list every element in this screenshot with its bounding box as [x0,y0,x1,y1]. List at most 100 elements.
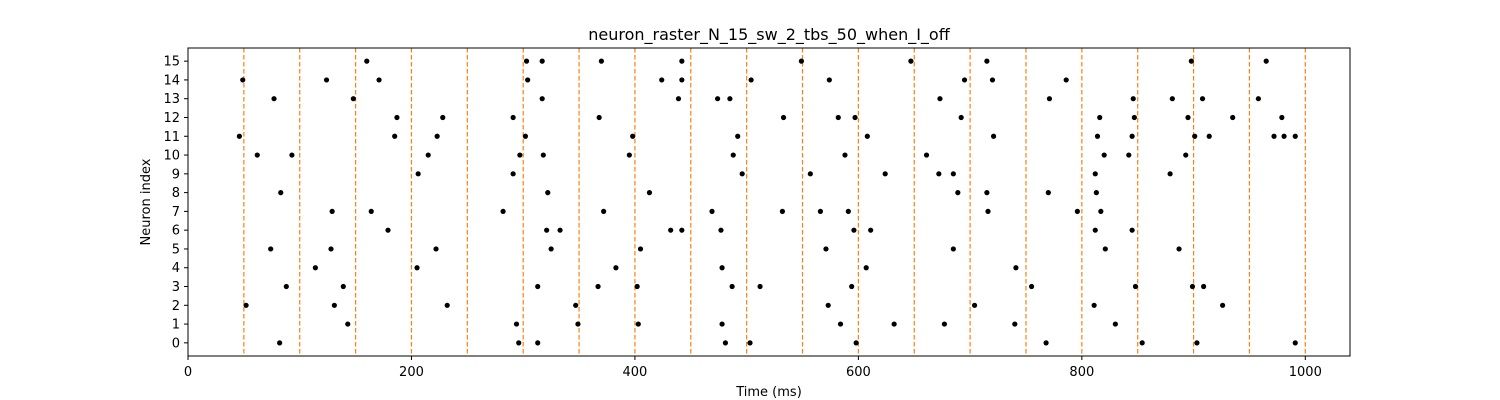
spike-marker [1028,283,1035,290]
spike-marker [634,283,640,290]
spike-marker [522,133,529,139]
spike-marker [955,190,961,196]
spike-marker [544,227,550,233]
spike-marker [825,302,831,308]
spike-marker [646,190,653,196]
spike-marker [851,227,857,233]
spike-marker [517,152,523,158]
y-tick-label: 14 [163,73,180,88]
spike-marker [729,283,735,290]
spike-marker [312,265,318,271]
spike-marker [268,246,274,252]
spike-marker [539,58,545,64]
spike-marker [240,77,246,83]
spike-marker [757,283,763,290]
spike-marker [575,321,581,327]
y-tick-label: 6 [172,224,180,239]
spike-marker [433,246,439,252]
y-tick-label: 2 [172,299,180,314]
spike-marker [718,227,724,233]
spike-marker [735,133,741,139]
spike-marker [1192,133,1198,139]
spike-marker [637,246,644,252]
spike-marker [1220,302,1226,308]
spike-marker [950,171,956,177]
y-tick-label: 10 [163,149,180,164]
spike-marker [557,227,563,233]
spike-marker [1046,96,1053,102]
spike-marker [345,321,351,327]
spike-marker [1112,321,1118,327]
spike-marker [1013,265,1019,271]
spike-marker [923,152,930,158]
x-tick-label: 800 [1069,365,1094,380]
spike-marker [1043,340,1049,346]
spike-marker [1097,114,1103,121]
spike-marker [852,114,858,121]
spike-marker [573,302,579,308]
spike-marker [328,246,334,252]
spike-marker [516,340,522,346]
spike-marker [937,96,943,102]
spike-marker [1169,96,1175,102]
spike-marker [598,58,605,64]
spike-marker [1271,133,1277,139]
chart-title: neuron_raster_N_15_sw_2_tbs_50_when_I_of… [588,25,950,45]
spike-marker [659,77,665,83]
spike-marker [1074,208,1080,214]
spike-marker [727,96,733,102]
y-tick-label: 1 [172,318,180,333]
spike-marker [1183,152,1189,158]
spike-marker [601,208,607,214]
spike-marker [853,340,859,346]
spike-marker [254,152,260,158]
spike-marker [548,246,554,252]
spike-marker [540,152,546,158]
spike-marker [1167,171,1173,177]
spike-marker [1292,133,1298,139]
spike-marker [1279,114,1285,121]
spike-marker [1102,246,1108,252]
x-axis-label: Time (ms) [735,385,802,400]
spike-marker [715,96,721,102]
spike-marker [271,96,277,102]
spike-marker [1131,114,1137,121]
spike-marker [1185,114,1191,121]
spike-marker [539,96,545,102]
spike-marker [1129,227,1135,233]
spike-marker [394,114,400,121]
spike-marker [595,283,601,290]
spike-marker [1194,340,1200,346]
spike-marker [425,152,431,158]
spike-marker [971,302,978,308]
x-axis-ticks: 0 200 400 600 800 1000 [184,356,1322,380]
spike-marker [440,114,446,121]
spike-marker [278,190,284,196]
spike-marker [722,340,729,346]
y-tick-label: 3 [172,280,180,295]
y-tick-label: 8 [172,186,180,201]
spike-marker [513,321,520,327]
spike-marker [891,321,897,327]
spike-marker [434,133,440,139]
y-tick-label: 0 [172,336,180,351]
spike-marker [626,152,632,158]
spike-marker [331,302,337,308]
y-tick-label: 7 [172,205,180,220]
spike-marker [941,321,948,327]
spike-marker [236,133,242,139]
spike-marker [849,283,855,290]
spike-marker [1092,227,1098,233]
spike-marker [364,58,370,64]
spike-marker [989,77,996,83]
spike-marker [368,208,374,214]
y-tick-label: 4 [172,261,180,276]
y-axis-label: Neuron index [139,158,154,245]
spike-marker [510,171,516,177]
spike-marker [719,265,725,271]
y-tick-label: 9 [172,167,180,182]
stimulus-lines [243,48,1306,356]
spike-marker [1132,283,1139,290]
spike-marker [882,171,888,177]
